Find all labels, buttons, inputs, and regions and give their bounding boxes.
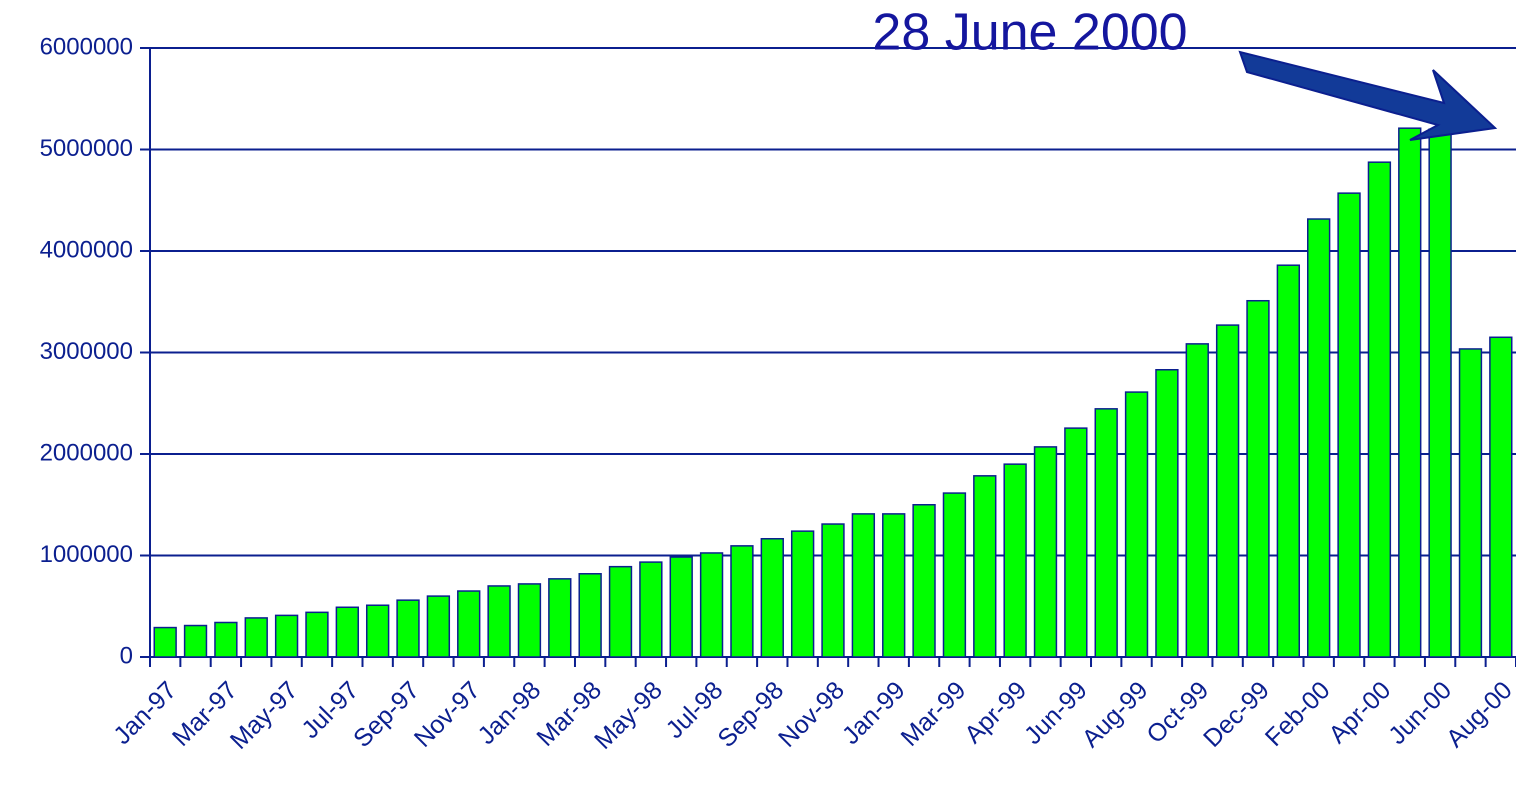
bar <box>1398 127 1422 658</box>
bar <box>882 513 906 658</box>
bar <box>1307 218 1331 658</box>
bar <box>669 556 693 658</box>
bar <box>1185 343 1209 658</box>
bar <box>1276 264 1301 658</box>
y-tick-label: 3000000 <box>40 338 133 365</box>
bar <box>912 504 936 658</box>
bar <box>1367 161 1392 658</box>
bar <box>396 599 420 658</box>
bar <box>487 585 511 658</box>
bar <box>942 492 967 658</box>
bar <box>578 573 602 658</box>
bar <box>335 606 359 658</box>
bar <box>1033 446 1058 658</box>
bar <box>639 561 663 658</box>
y-tick-label: 4000000 <box>40 236 133 263</box>
y-tick-label: 2000000 <box>40 439 133 466</box>
x-tick-label: Jan-98 <box>473 676 547 750</box>
x-tick-label: Apr-99 <box>959 676 1032 749</box>
x-tick-label: Mar-99 <box>896 676 972 752</box>
x-tick-label: May-97 <box>225 676 304 755</box>
arrow <box>1238 50 1498 141</box>
bar <box>183 624 208 658</box>
bar <box>973 475 997 658</box>
bar <box>1337 192 1361 658</box>
bar <box>760 538 784 658</box>
bar <box>214 621 238 658</box>
bar <box>1215 324 1240 658</box>
x-tick-label: Jan-97 <box>108 676 182 750</box>
bar <box>1094 408 1118 658</box>
bar <box>365 604 390 658</box>
bar <box>1246 299 1270 658</box>
bar <box>153 626 177 658</box>
x-tick-label: Sep-97 <box>348 676 425 753</box>
x-tick-label: Jan-99 <box>837 676 911 750</box>
bars <box>153 127 1513 658</box>
x-tick-label: Dec-99 <box>1198 676 1275 753</box>
y-tick-label: 5000000 <box>40 135 133 162</box>
x-tick-label: Nov-97 <box>409 676 486 753</box>
x-tick-label: Apr-00 <box>1323 676 1396 749</box>
bar <box>517 583 542 658</box>
bar <box>548 578 572 658</box>
bar <box>1458 348 1483 658</box>
bar <box>608 565 633 658</box>
bar <box>1489 336 1513 658</box>
x-tick-label: May-98 <box>589 676 668 755</box>
bar <box>305 611 329 658</box>
bar <box>1155 369 1179 658</box>
y-tick-label: 0 <box>120 642 133 669</box>
x-tick-label: Sep-98 <box>712 676 789 753</box>
bar <box>730 545 754 658</box>
annotation: 28 June 2000 <box>872 4 1187 62</box>
x-tick-label: Nov-98 <box>773 676 850 753</box>
bar <box>1428 128 1452 658</box>
bar <box>1064 427 1088 658</box>
bar <box>851 513 876 658</box>
bar <box>457 590 481 658</box>
bar <box>274 614 299 658</box>
bar <box>790 530 815 658</box>
bar <box>699 552 724 658</box>
y-tick-label: 6000000 <box>40 33 133 60</box>
y-tick-label: 1000000 <box>40 541 133 568</box>
bar <box>244 617 268 658</box>
x-tick-label: Aug-00 <box>1441 676 1516 753</box>
bar <box>1003 463 1027 658</box>
x-tick-label: Feb-00 <box>1260 676 1336 752</box>
x-tick-label: Aug-99 <box>1077 676 1154 753</box>
bar <box>1124 391 1149 658</box>
bar <box>821 523 845 658</box>
bar <box>426 595 451 658</box>
